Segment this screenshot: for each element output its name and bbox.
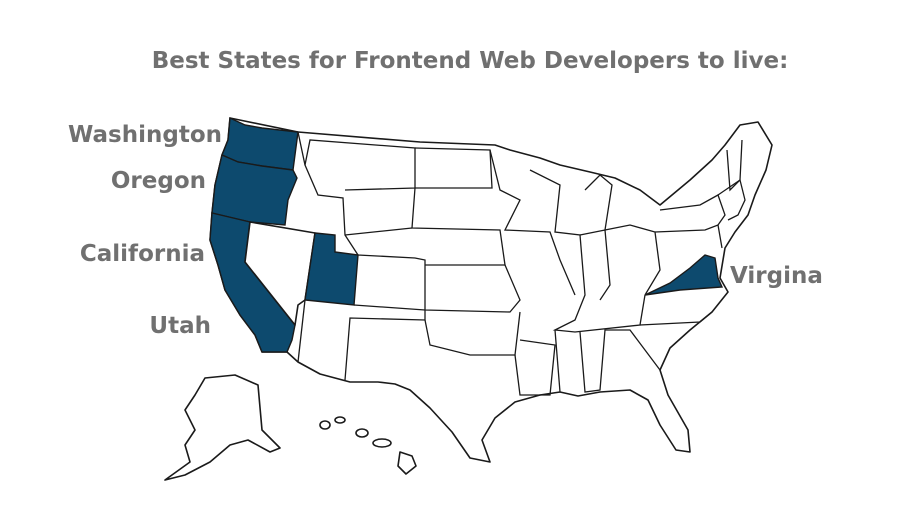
state-border <box>579 329 661 393</box>
state-border <box>584 174 613 231</box>
state-border <box>411 147 506 266</box>
hawaii-island <box>355 428 369 438</box>
state-border <box>529 169 646 333</box>
state-border <box>424 311 521 356</box>
state-border <box>344 227 413 236</box>
state-label: Oregon <box>111 168 206 194</box>
oregon <box>211 154 298 226</box>
hawaii-island <box>319 420 331 430</box>
state-label: Virgina <box>730 263 823 289</box>
title: Best States for Frontend Web Developers … <box>152 48 789 74</box>
state-border <box>639 311 713 326</box>
state-border <box>654 224 723 249</box>
state-border <box>554 329 561 393</box>
hawaii-island <box>334 416 346 424</box>
hawaii-big-island <box>397 451 417 475</box>
alaska <box>164 374 281 481</box>
utah <box>304 232 359 306</box>
state-label: Utah <box>149 313 211 339</box>
state-border <box>514 339 556 396</box>
state-border <box>726 139 743 192</box>
state-border <box>353 264 521 313</box>
state-border <box>489 149 576 296</box>
hawaii-island <box>372 438 392 448</box>
state-label: California <box>80 241 205 267</box>
virginia <box>644 254 724 296</box>
state-border <box>579 229 611 301</box>
state-border <box>717 178 746 221</box>
state-label: Washington <box>68 122 222 148</box>
state-border <box>297 299 306 363</box>
us-map <box>164 116 773 481</box>
